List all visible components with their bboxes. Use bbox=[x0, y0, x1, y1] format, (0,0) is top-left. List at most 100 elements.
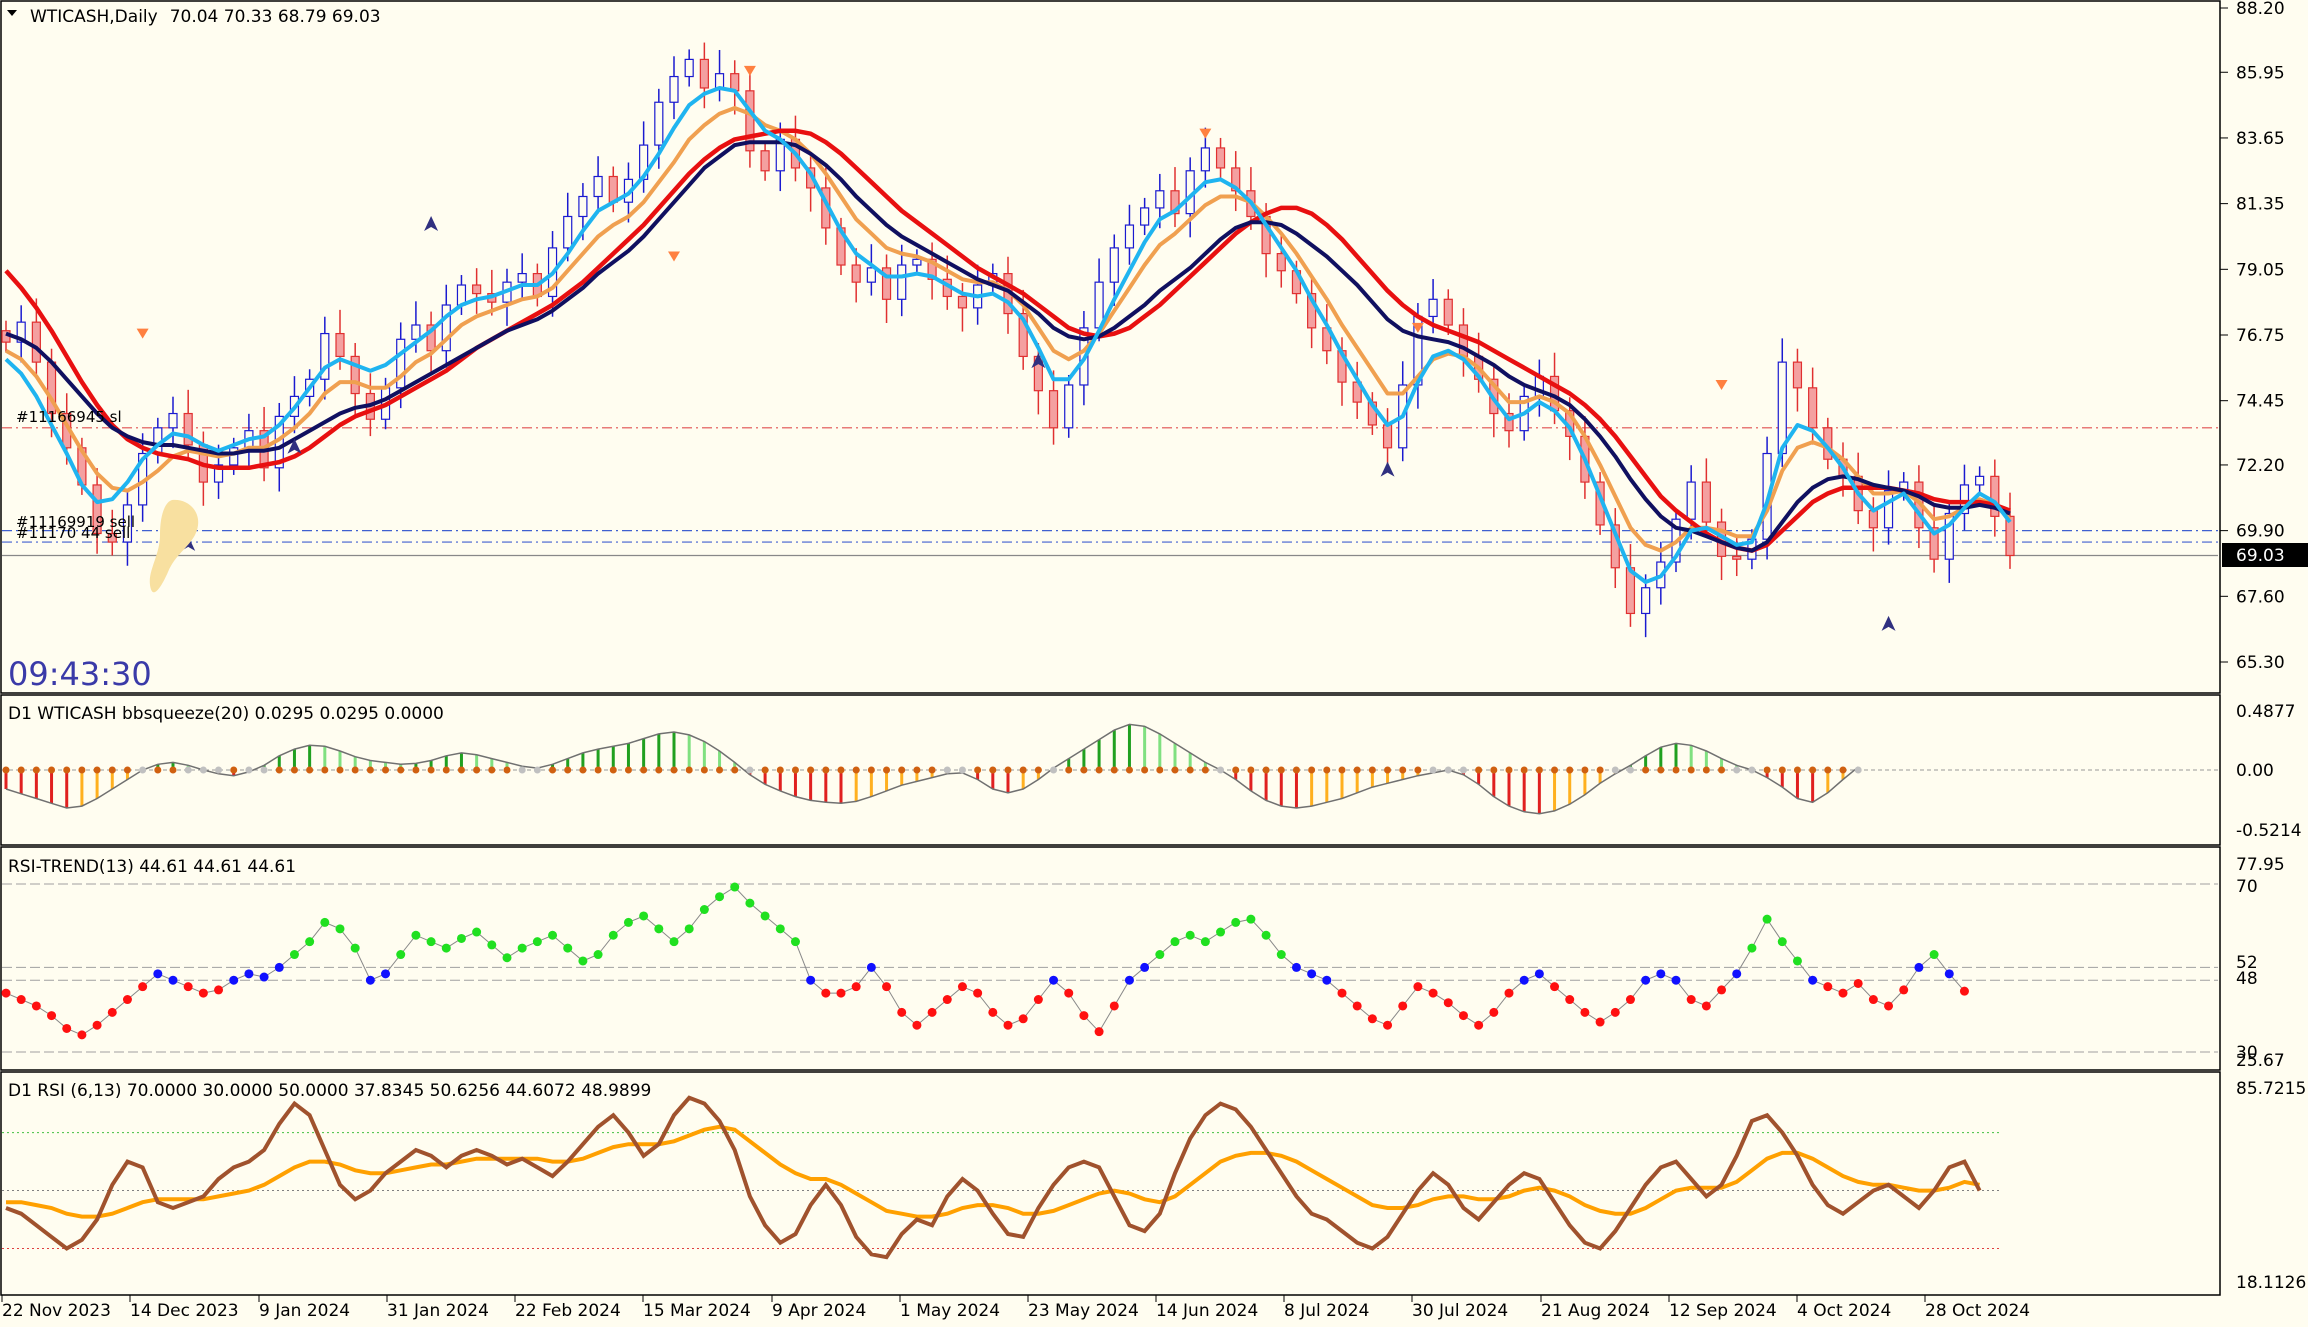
bb-squeeze-dot bbox=[1551, 766, 1559, 774]
bb-squeeze-dot bbox=[594, 766, 602, 774]
rt-dot bbox=[1701, 1001, 1711, 1011]
bb-squeeze-dot bbox=[1657, 766, 1665, 774]
rt-dot bbox=[365, 975, 375, 985]
rt-dot bbox=[92, 1020, 102, 1030]
candle-body bbox=[213, 464, 224, 483]
rt-dot bbox=[1094, 1027, 1104, 1037]
bb-squeeze-dot bbox=[1338, 766, 1346, 774]
bb-squeeze-dot bbox=[791, 766, 799, 774]
time-label: 30 Jul 2024 bbox=[1412, 1301, 1508, 1321]
rt-dot bbox=[396, 950, 406, 960]
candle-body bbox=[517, 272, 527, 283]
candle-body bbox=[1777, 361, 1787, 455]
bb-squeeze-dot bbox=[427, 766, 435, 774]
rt-tick-25: 25.67 bbox=[2236, 1051, 2285, 1071]
rt-dot bbox=[1322, 975, 1332, 985]
bb-squeeze-dot bbox=[958, 766, 966, 774]
rt-dot bbox=[1884, 1001, 1894, 1011]
rsi-trend-title: RSI-TREND(13) 44.61 44.61 44.61 bbox=[8, 857, 296, 877]
rt-dot bbox=[548, 930, 558, 940]
rt-dot bbox=[274, 962, 284, 972]
time-label: 8 Jul 2024 bbox=[1284, 1301, 1369, 1321]
bb-squeeze-dot bbox=[215, 766, 223, 774]
rsi-trend-panel bbox=[1, 882, 2218, 1053]
candle-body bbox=[1140, 207, 1150, 226]
candle-body bbox=[1929, 527, 1939, 560]
candle-body bbox=[1307, 292, 1317, 329]
candle-body bbox=[1200, 147, 1210, 172]
time-label: 12 Sep 2024 bbox=[1669, 1301, 1777, 1321]
bb-squeeze-dot bbox=[1308, 766, 1316, 774]
current-price-label: 69.03 bbox=[2236, 546, 2285, 566]
bb-squeeze-dot bbox=[169, 766, 177, 774]
bb-squeeze-dot bbox=[852, 766, 860, 774]
time-label: 23 May 2024 bbox=[1028, 1301, 1139, 1321]
collapse-triangle-icon[interactable] bbox=[7, 10, 17, 16]
rt-dot bbox=[1246, 914, 1256, 924]
bb-squeeze-dot bbox=[78, 766, 86, 774]
rt-dot bbox=[1398, 1001, 1408, 1011]
rt-dot bbox=[1625, 995, 1635, 1005]
rt-dot bbox=[1565, 995, 1575, 1005]
rt-dot bbox=[1383, 1020, 1393, 1030]
sell-arrow-icon bbox=[1199, 128, 1212, 139]
bb-tick-zero: 0.00 bbox=[2236, 761, 2274, 781]
candle-body bbox=[593, 175, 603, 198]
bb-squeeze-dot bbox=[1687, 766, 1695, 774]
candle-body bbox=[1868, 510, 1878, 529]
bb-squeeze-dot bbox=[1702, 766, 1710, 774]
candle-body bbox=[1170, 190, 1180, 215]
rt-dot bbox=[1595, 1017, 1605, 1027]
bb-squeeze-dot bbox=[1824, 766, 1832, 774]
rt-dot bbox=[259, 972, 269, 982]
bb-squeeze-dot bbox=[1596, 766, 1604, 774]
rt-dot bbox=[1641, 975, 1651, 985]
bb-squeeze-dot bbox=[457, 766, 465, 774]
candle-body bbox=[714, 73, 725, 89]
rt-dot bbox=[1914, 962, 1924, 972]
candle-body bbox=[1124, 224, 1135, 249]
candle-body bbox=[1048, 390, 1059, 429]
bb-squeeze-dot bbox=[1763, 766, 1771, 774]
rt-dot bbox=[153, 969, 163, 979]
bb-squeeze-dot bbox=[1019, 766, 1027, 774]
candle-body bbox=[1382, 424, 1393, 449]
rt-dot bbox=[1474, 1020, 1484, 1030]
rt-dot bbox=[1079, 1011, 1089, 1021]
rt-dot bbox=[1124, 975, 1134, 985]
candle-body bbox=[897, 264, 907, 300]
bb-squeeze-dot bbox=[473, 766, 481, 774]
time-label: 9 Apr 2024 bbox=[772, 1301, 866, 1321]
rt-dot bbox=[138, 982, 148, 992]
candle-body bbox=[745, 90, 755, 152]
rt-dot bbox=[821, 988, 831, 998]
time-label: 31 Jan 2024 bbox=[387, 1301, 489, 1321]
candle-body bbox=[1215, 147, 1226, 169]
candle-body bbox=[107, 532, 117, 543]
bb-squeeze-dot bbox=[1414, 766, 1422, 774]
price-tick-label: 72.20 bbox=[2236, 456, 2285, 476]
time-label: 22 Nov 2023 bbox=[2, 1301, 111, 1321]
rt-dot bbox=[1352, 1001, 1362, 1011]
bb-squeeze-dot bbox=[1642, 766, 1650, 774]
rt-dot bbox=[1732, 969, 1742, 979]
bb-squeeze-dot bbox=[1475, 766, 1483, 774]
order-label-sl: #11166945 sl bbox=[16, 408, 122, 426]
price-tick-label: 67.60 bbox=[2236, 587, 2285, 607]
rt-dot bbox=[305, 937, 315, 947]
rt-tick-70: 70 bbox=[2236, 877, 2258, 897]
order-label-sell-2: #11170 44 sell bbox=[16, 524, 130, 542]
bb-squeeze-dot bbox=[1292, 766, 1300, 774]
price-tick-label: 69.90 bbox=[2236, 522, 2285, 542]
bb-squeeze-dot bbox=[366, 766, 374, 774]
bb-squeeze-dot bbox=[1748, 766, 1756, 774]
bb-squeeze-dot bbox=[1535, 766, 1543, 774]
rt-dot bbox=[1200, 937, 1210, 947]
time-label: 14 Jun 2024 bbox=[1156, 1301, 1258, 1321]
bb-squeeze-dot bbox=[1217, 766, 1225, 774]
rt-dot bbox=[1792, 956, 1802, 966]
ma-fast-line bbox=[4, 86, 2012, 584]
bb-squeeze-dot bbox=[867, 766, 875, 774]
